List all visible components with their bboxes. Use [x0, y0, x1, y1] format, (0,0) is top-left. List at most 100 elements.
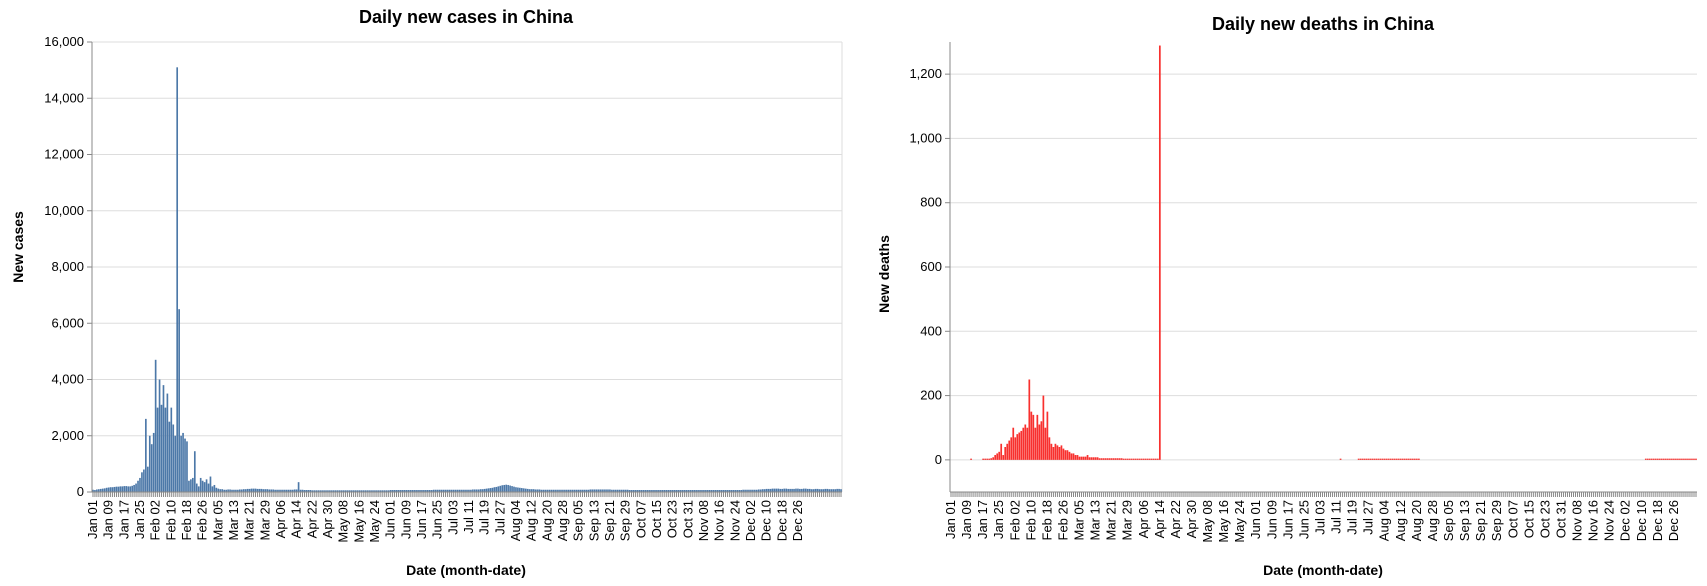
deaths-bar [1094, 457, 1097, 460]
cases-bar [810, 489, 813, 492]
cases-bar [319, 490, 321, 492]
cases-x-axis-title: Date (month-date) [406, 562, 526, 578]
cases-bar [430, 490, 433, 492]
cases-bar [432, 489, 435, 492]
deaths-x-tick-label: Aug 12 [1393, 500, 1408, 541]
cases-bar [828, 489, 831, 492]
cases-bar [417, 490, 419, 492]
deaths-bar [1002, 455, 1005, 460]
cases-bar [585, 489, 588, 492]
cases-bar [787, 488, 789, 492]
cases-x-tick-label: Sep 21 [602, 500, 617, 541]
deaths-bar [1124, 458, 1127, 460]
cases-bar [587, 489, 590, 492]
cases-bar [131, 485, 133, 492]
cases-bar [801, 488, 803, 492]
cases-bar [804, 488, 807, 492]
cases-bar [307, 490, 310, 492]
cases-bar [693, 490, 695, 492]
cases-bar [413, 490, 415, 492]
deaths-bar [1661, 458, 1663, 460]
deaths-bar [1654, 458, 1657, 460]
cases-bar [123, 486, 126, 492]
cases-bar [107, 487, 110, 492]
cases-bar [673, 490, 676, 492]
cases-bar [597, 489, 600, 492]
deaths-bar [1658, 458, 1661, 460]
deaths-x-tick-label: Jan 01 [943, 500, 958, 539]
cases-bar [405, 490, 408, 492]
deaths-bar [1030, 411, 1033, 460]
cases-bar [305, 490, 308, 492]
cases-bar [286, 489, 288, 492]
cases-x-tick-label: May 16 [351, 500, 366, 543]
deaths-bar [1379, 458, 1382, 460]
cases-bar [763, 489, 766, 492]
cases-bar [287, 489, 290, 492]
deaths-chart-title: Daily new deaths in China [1212, 14, 1435, 34]
cases-bar [691, 490, 694, 492]
deaths-bar [1399, 458, 1402, 460]
cases-bar [227, 489, 229, 492]
cases-bar [806, 488, 809, 492]
cases-bar [569, 489, 572, 492]
deaths-bar [1018, 432, 1021, 460]
cases-bar [501, 485, 504, 492]
deaths-x-tick-label: Dec 18 [1650, 500, 1665, 541]
deaths-y-tick-label: 1,000 [909, 130, 942, 145]
cases-bar [240, 489, 243, 492]
cases-bar [507, 484, 509, 492]
cases-bar [231, 489, 233, 492]
cases-bar [515, 487, 517, 492]
deaths-bar [1387, 458, 1390, 460]
cases-bar [205, 479, 208, 492]
cases-bar [785, 488, 788, 492]
cases-bar [278, 489, 280, 492]
deaths-bar [1677, 458, 1679, 460]
cases-y-tick-label: 14,000 [44, 90, 84, 105]
cases-bar [201, 480, 204, 492]
cases-x-tick-label: Jan 01 [85, 500, 100, 539]
cases-bar [334, 490, 337, 492]
cases-bar [213, 484, 216, 492]
deaths-bar [1046, 411, 1049, 460]
cases-bar [742, 489, 744, 492]
cases-bar [197, 486, 200, 492]
cases-bar [818, 489, 821, 492]
cases-bar [644, 490, 647, 492]
cases-bar [481, 489, 484, 492]
cases-x-tick-label: Jul 03 [445, 500, 460, 535]
cases-bar [448, 489, 451, 492]
deaths-bar [1381, 458, 1384, 460]
deaths-bar [1148, 458, 1151, 460]
cases-bar [618, 489, 621, 492]
deaths-bar [1070, 453, 1073, 460]
cases-bar [783, 488, 786, 492]
cases-bar [791, 488, 793, 492]
deaths-bar [1118, 458, 1121, 460]
cases-bar [348, 490, 351, 492]
cases-bar [301, 489, 304, 492]
cases-y-tick-label: 2,000 [51, 428, 84, 443]
cases-bar [477, 489, 480, 492]
cases-bar [260, 488, 263, 492]
cases-bar [532, 489, 535, 492]
cases-x-tick-label: Dec 02 [743, 500, 758, 541]
cases-bar [708, 490, 711, 492]
cases-bar [665, 490, 668, 492]
deaths-bar [1076, 455, 1079, 460]
cases-bar [311, 490, 314, 492]
cases-bar [166, 393, 169, 492]
cases-bar [613, 489, 615, 492]
deaths-x-tick-label: Dec 02 [1618, 500, 1633, 541]
cases-bar [697, 490, 699, 492]
cases-bar [440, 489, 443, 492]
deaths-bar [1016, 434, 1019, 460]
cases-bar [164, 407, 167, 492]
cases-bar [840, 489, 842, 492]
cases-bar [489, 488, 492, 492]
deaths-bar [1054, 443, 1057, 460]
cases-bar [366, 490, 368, 492]
cases-bar [679, 490, 682, 492]
deaths-bar [994, 455, 997, 460]
